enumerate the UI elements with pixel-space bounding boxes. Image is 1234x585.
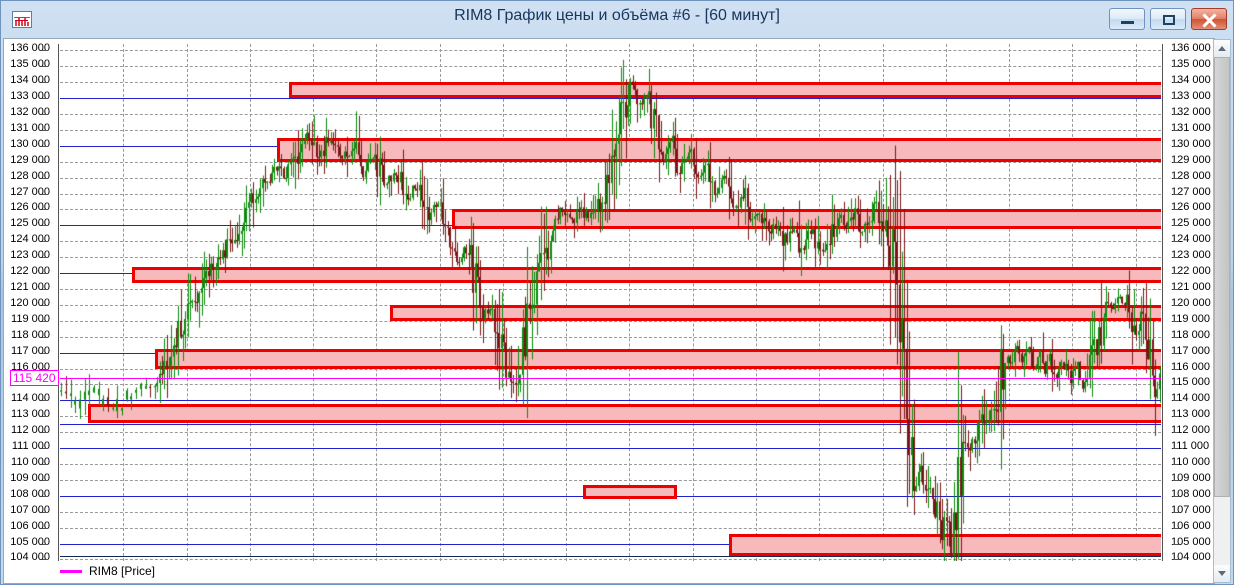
title-bar: RIM8 График цены и объёма #6 - [60 минут… (1, 1, 1233, 37)
axis-line-right (1162, 44, 1163, 561)
scrollbar-thumb[interactable] (1214, 57, 1230, 497)
legend-label: RIM8 [Price] (89, 564, 156, 578)
minimize-button[interactable] (1109, 8, 1145, 30)
legend: RIM8 [Price] (60, 562, 155, 580)
axis-line-left (58, 44, 59, 561)
scroll-up-arrow-icon[interactable] (1214, 40, 1230, 57)
vertical-scrollbar[interactable] (1213, 39, 1231, 583)
scroll-down-arrow-icon[interactable] (1214, 565, 1230, 582)
current-price-line (60, 377, 1161, 379)
plot-area[interactable] (60, 44, 1161, 561)
maximize-button[interactable] (1150, 8, 1186, 30)
chart-canvas[interactable]: 136 000 135 000 134 000 133 000 132 000 131 0… (3, 38, 1215, 584)
current-price-tag: 115 420 (10, 369, 59, 386)
window-controls (1109, 8, 1227, 31)
close-button[interactable] (1191, 8, 1227, 30)
price-axis-left[interactable]: 136 000 135 000 134 000 133 000 132 000 131 0… (4, 43, 60, 563)
candlestick-series (60, 44, 1161, 561)
legend-swatch (60, 569, 82, 573)
chart-icon (12, 11, 32, 28)
price-axis-right[interactable]: 136 000 135 000 134 000 133 000 132 000 131 0… (1161, 43, 1214, 563)
window-title: RIM8 График цены и объёма #6 - [60 минут… (454, 7, 780, 24)
